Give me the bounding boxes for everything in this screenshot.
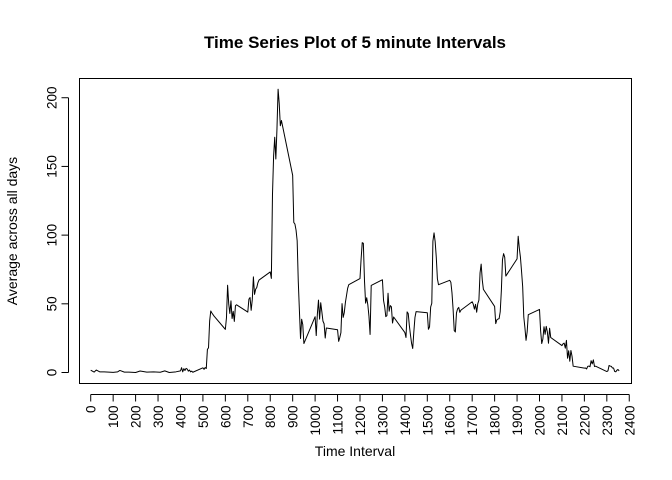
y-tick-label: 150 [45,155,60,178]
y-tick-label: 50 [45,296,60,311]
x-tick-label: 700 [241,406,256,429]
y-tick-label: 100 [45,224,60,247]
x-tick-label: 1000 [308,406,323,436]
x-tick-label: 1200 [353,406,368,436]
x-tick-label: 1900 [510,406,525,436]
x-tick-label: 2200 [577,406,592,436]
chart-title: Time Series Plot of 5 minute Intervals [204,33,506,52]
x-tick-label: 800 [263,406,278,429]
series-line [90,88,620,374]
x-tick-label: 1300 [375,406,390,436]
x-tick-label: 1700 [465,406,480,436]
x-tick-label: 2000 [533,406,548,436]
x-tick-label: 2400 [622,406,637,436]
x-tick-label: 0 [84,406,99,414]
x-tick-label: 2300 [600,406,615,436]
y-tick-label: 200 [45,86,60,109]
x-tick-label: 500 [196,406,211,429]
y-tick-label: 0 [45,369,60,377]
x-tick-label: 1800 [488,406,503,436]
plot-frame [79,78,632,384]
x-tick-label: 900 [286,406,301,429]
x-tick-label: 1400 [398,406,413,436]
x-tick-label: 1500 [420,406,435,436]
y-axis-label: Average across all days [4,157,20,305]
y-axis: 0 50 100 150 200 [45,86,69,376]
x-axis: 0 100 200 300 400 500 600 700 800 900 1000 1100 1200… [84,394,637,436]
x-tick-label: 600 [218,406,233,429]
x-tick-label: 2100 [555,406,570,436]
x-tick-label: 1100 [331,406,346,435]
x-axis-label: Time Interval [315,443,395,459]
x-tick-label: 100 [106,406,121,429]
x-tick-label: 400 [173,406,188,429]
series-layer [90,88,620,374]
x-tick-label: 200 [129,406,144,429]
x-tick-label: 300 [151,406,166,429]
x-tick-label: 1600 [443,406,458,436]
